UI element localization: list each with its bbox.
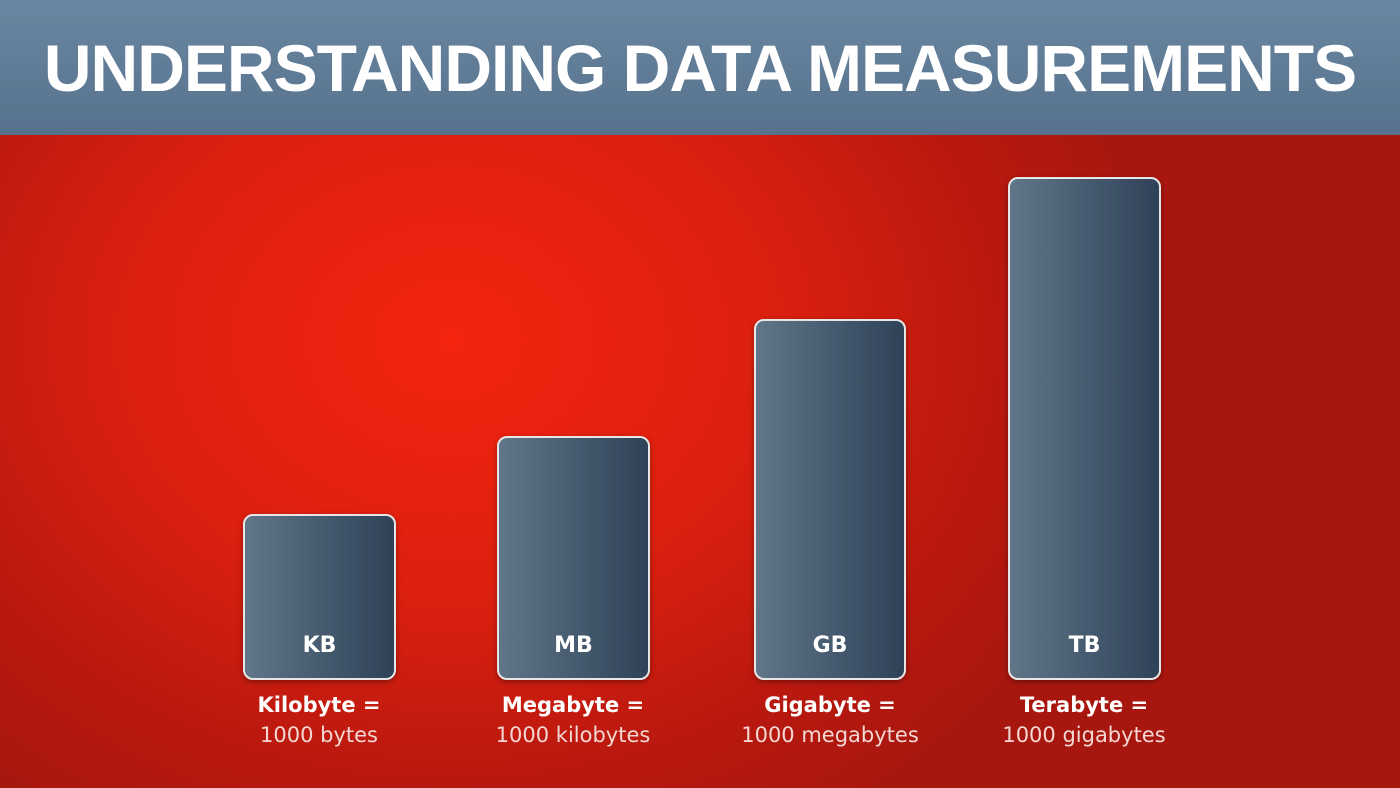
unit-bar: GB [754,319,906,680]
unit-abbreviation: GB [812,633,848,658]
title: UNDERSTANDING DATA MEASUREMENTS [43,30,1357,105]
unit-bar: TB [1008,177,1161,680]
unit-caption: Gigabyte = 1000 megabytes [700,690,960,750]
unit-abbreviation: KB [302,633,337,658]
unit-caption: Megabyte = 1000 kilobytes [443,690,703,750]
unit-name: Gigabyte = [764,693,896,717]
header-bar: UNDERSTANDING DATA MEASUREMENTS [0,0,1400,135]
unit-definition: 1000 gigabytes [1002,723,1166,747]
unit-name: Kilobyte = [257,693,381,717]
unit-name: Terabyte = [1019,693,1149,717]
unit-caption: Terabyte = 1000 gigabytes [954,690,1214,750]
unit-definition: 1000 kilobytes [495,723,651,747]
unit-caption: Kilobyte = 1000 bytes [189,690,449,750]
unit-definition: 1000 megabytes [741,723,919,747]
unit-bar: KB [243,514,396,680]
unit-bar: MB [497,436,650,680]
unit-abbreviation: TB [1068,633,1101,658]
unit-definition: 1000 bytes [260,723,378,747]
unit-name: Megabyte = [501,693,645,717]
unit-abbreviation: MB [554,633,593,658]
